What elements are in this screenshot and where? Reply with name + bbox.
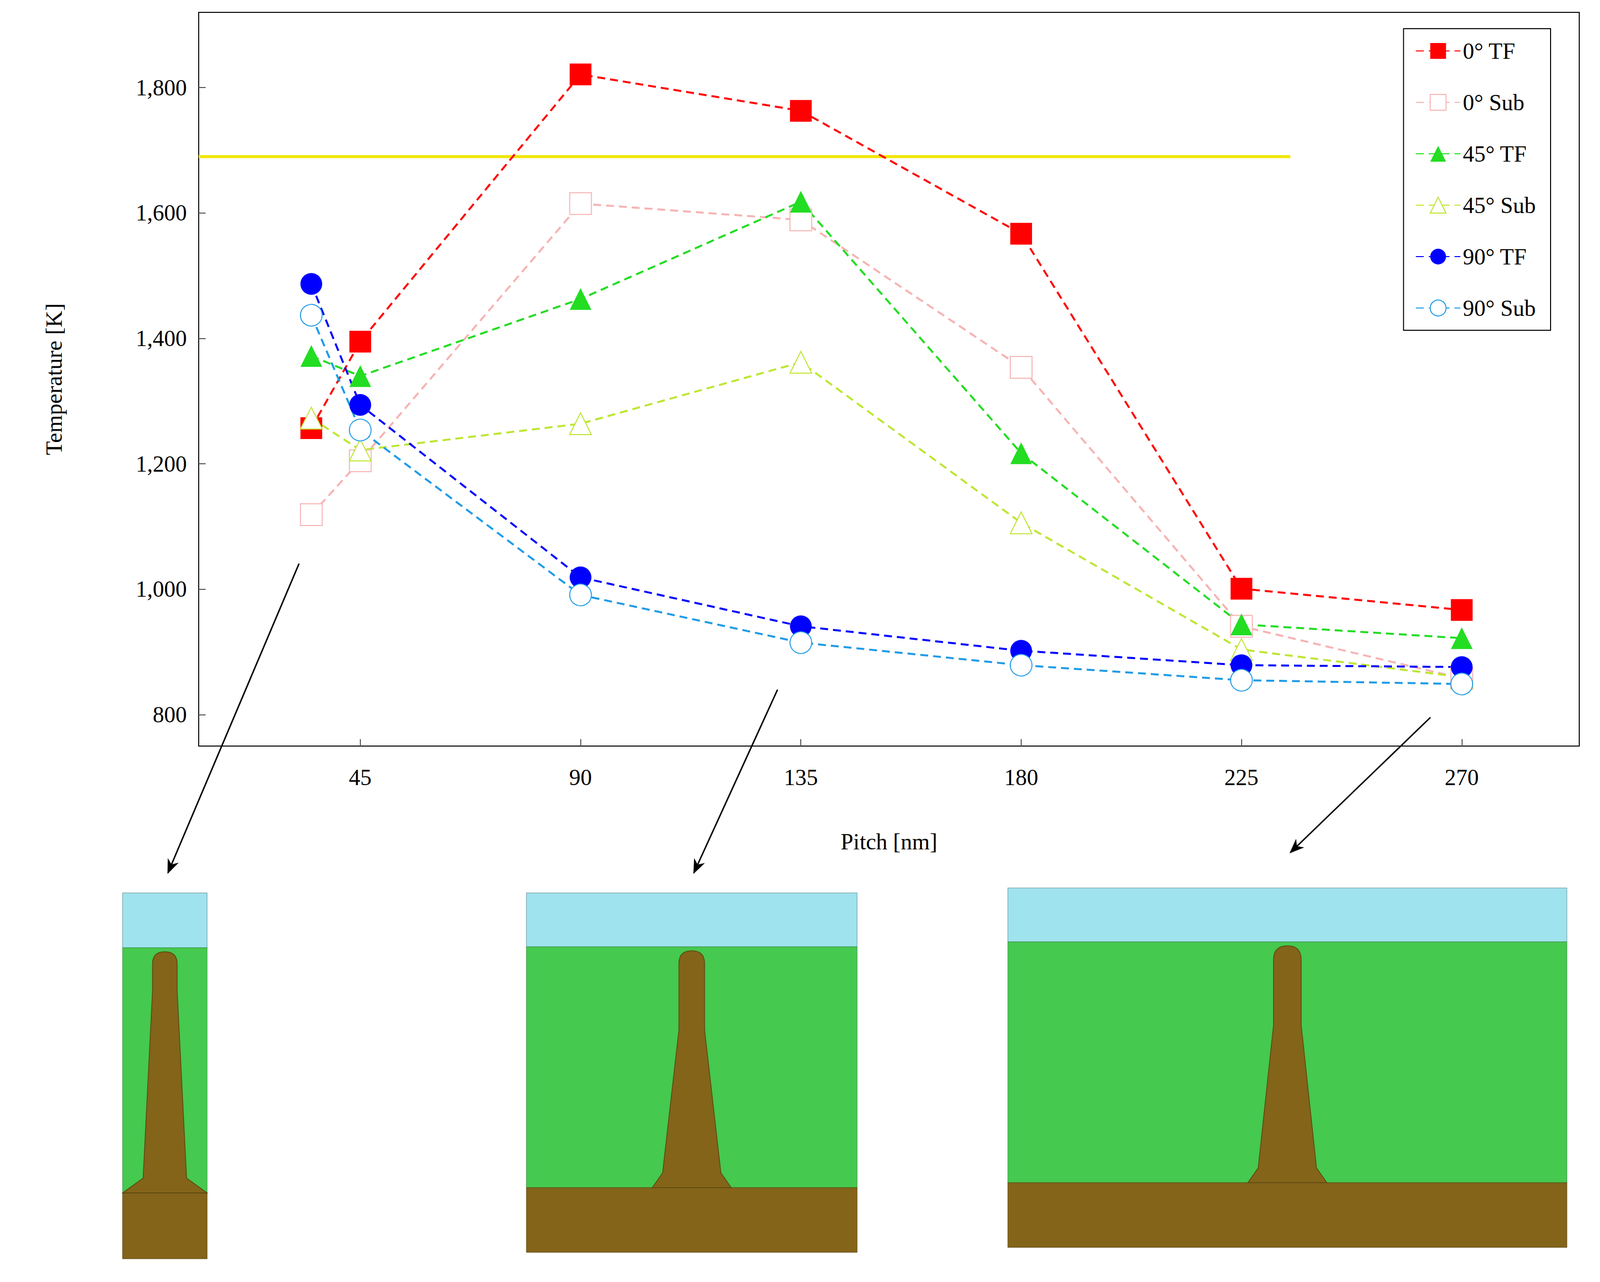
svg-text:270: 270 bbox=[1444, 764, 1479, 790]
svg-text:1,000: 1,000 bbox=[135, 576, 188, 602]
svg-text:0° Sub: 0° Sub bbox=[1463, 89, 1525, 116]
svg-text:1,400: 1,400 bbox=[135, 325, 188, 351]
svg-text:225: 225 bbox=[1224, 764, 1259, 790]
svg-text:135: 135 bbox=[783, 764, 819, 790]
svg-text:1,800: 1,800 bbox=[135, 75, 188, 101]
svg-text:180: 180 bbox=[1003, 764, 1038, 790]
svg-text:45: 45 bbox=[348, 764, 372, 790]
svg-text:800: 800 bbox=[152, 701, 187, 728]
svg-text:Temperature [K]: Temperature [K] bbox=[41, 302, 67, 455]
svg-text:45° TF: 45° TF bbox=[1463, 141, 1527, 167]
svg-text:90° Sub: 90° Sub bbox=[1463, 295, 1536, 321]
svg-text:90: 90 bbox=[569, 764, 593, 790]
svg-text:0° TF: 0° TF bbox=[1463, 38, 1516, 64]
svg-text:1,200: 1,200 bbox=[135, 451, 188, 477]
svg-text:Pitch [nm]: Pitch [nm] bbox=[840, 828, 938, 855]
svg-text:45° Sub: 45° Sub bbox=[1463, 192, 1536, 218]
svg-text:90° TF: 90° TF bbox=[1463, 244, 1527, 270]
svg-text:1,600: 1,600 bbox=[135, 200, 188, 226]
